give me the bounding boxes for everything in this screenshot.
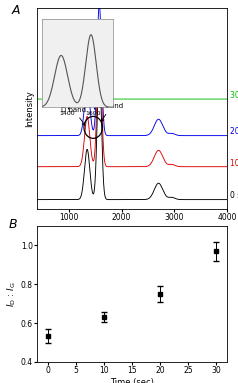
Text: G band: G band: [98, 103, 124, 121]
Y-axis label: $I_{\mathrm{D}}$ : $I_{\mathrm{G}}$: $I_{\mathrm{D}}$ : $I_{\mathrm{G}}$: [5, 281, 18, 307]
Text: B: B: [8, 218, 17, 231]
Text: 10 sec: 10 sec: [230, 159, 238, 167]
Text: 30 sec: 30 sec: [230, 91, 238, 100]
Text: 20 sec: 20 sec: [230, 128, 238, 136]
Text: 0 sec: 0 sec: [230, 192, 238, 200]
X-axis label: Time (sec): Time (sec): [110, 378, 154, 383]
Text: D band: D band: [61, 107, 86, 125]
X-axis label: Raman shift (cm$^{-1}$): Raman shift (cm$^{-1}$): [91, 225, 174, 238]
Text: A: A: [12, 4, 21, 16]
Y-axis label: Intensity: Intensity: [25, 90, 34, 126]
